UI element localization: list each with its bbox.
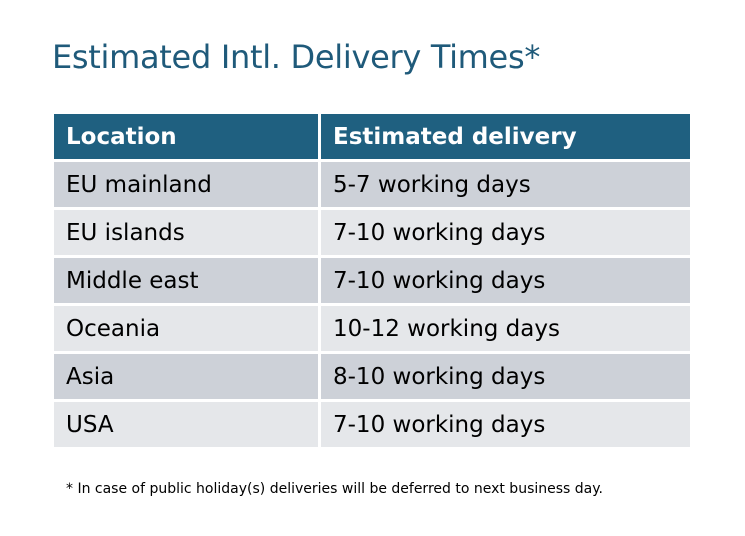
header-estimated-delivery: Estimated delivery <box>321 114 690 159</box>
location-cell: EU islands <box>54 210 318 255</box>
delivery-cell: 10-12 working days <box>321 306 690 351</box>
delivery-cell: 7-10 working days <box>321 402 690 447</box>
table-row: Middle east 7-10 working days <box>54 258 690 303</box>
delivery-cell: 8-10 working days <box>321 354 690 399</box>
delivery-cell: 7-10 working days <box>321 210 690 255</box>
delivery-times-table: Location Estimated delivery EU mainland 5… <box>51 111 693 450</box>
location-cell: USA <box>54 402 318 447</box>
location-cell: Asia <box>54 354 318 399</box>
table-header-row: Location Estimated delivery <box>54 114 690 159</box>
table-row: EU islands 7-10 working days <box>54 210 690 255</box>
table-row: Asia 8-10 working days <box>54 354 690 399</box>
table-row: EU mainland 5-7 working days <box>54 162 690 207</box>
delivery-cell: 7-10 working days <box>321 258 690 303</box>
location-cell: Middle east <box>54 258 318 303</box>
table-row: Oceania 10-12 working days <box>54 306 690 351</box>
footnote: * In case of public holiday(s) deliverie… <box>66 481 603 497</box>
header-location: Location <box>54 114 318 159</box>
table-row: USA 7-10 working days <box>54 402 690 447</box>
location-cell: Oceania <box>54 306 318 351</box>
delivery-cell: 5-7 working days <box>321 162 690 207</box>
page-title: Estimated Intl. Delivery Times* <box>52 38 541 76</box>
location-cell: EU mainland <box>54 162 318 207</box>
